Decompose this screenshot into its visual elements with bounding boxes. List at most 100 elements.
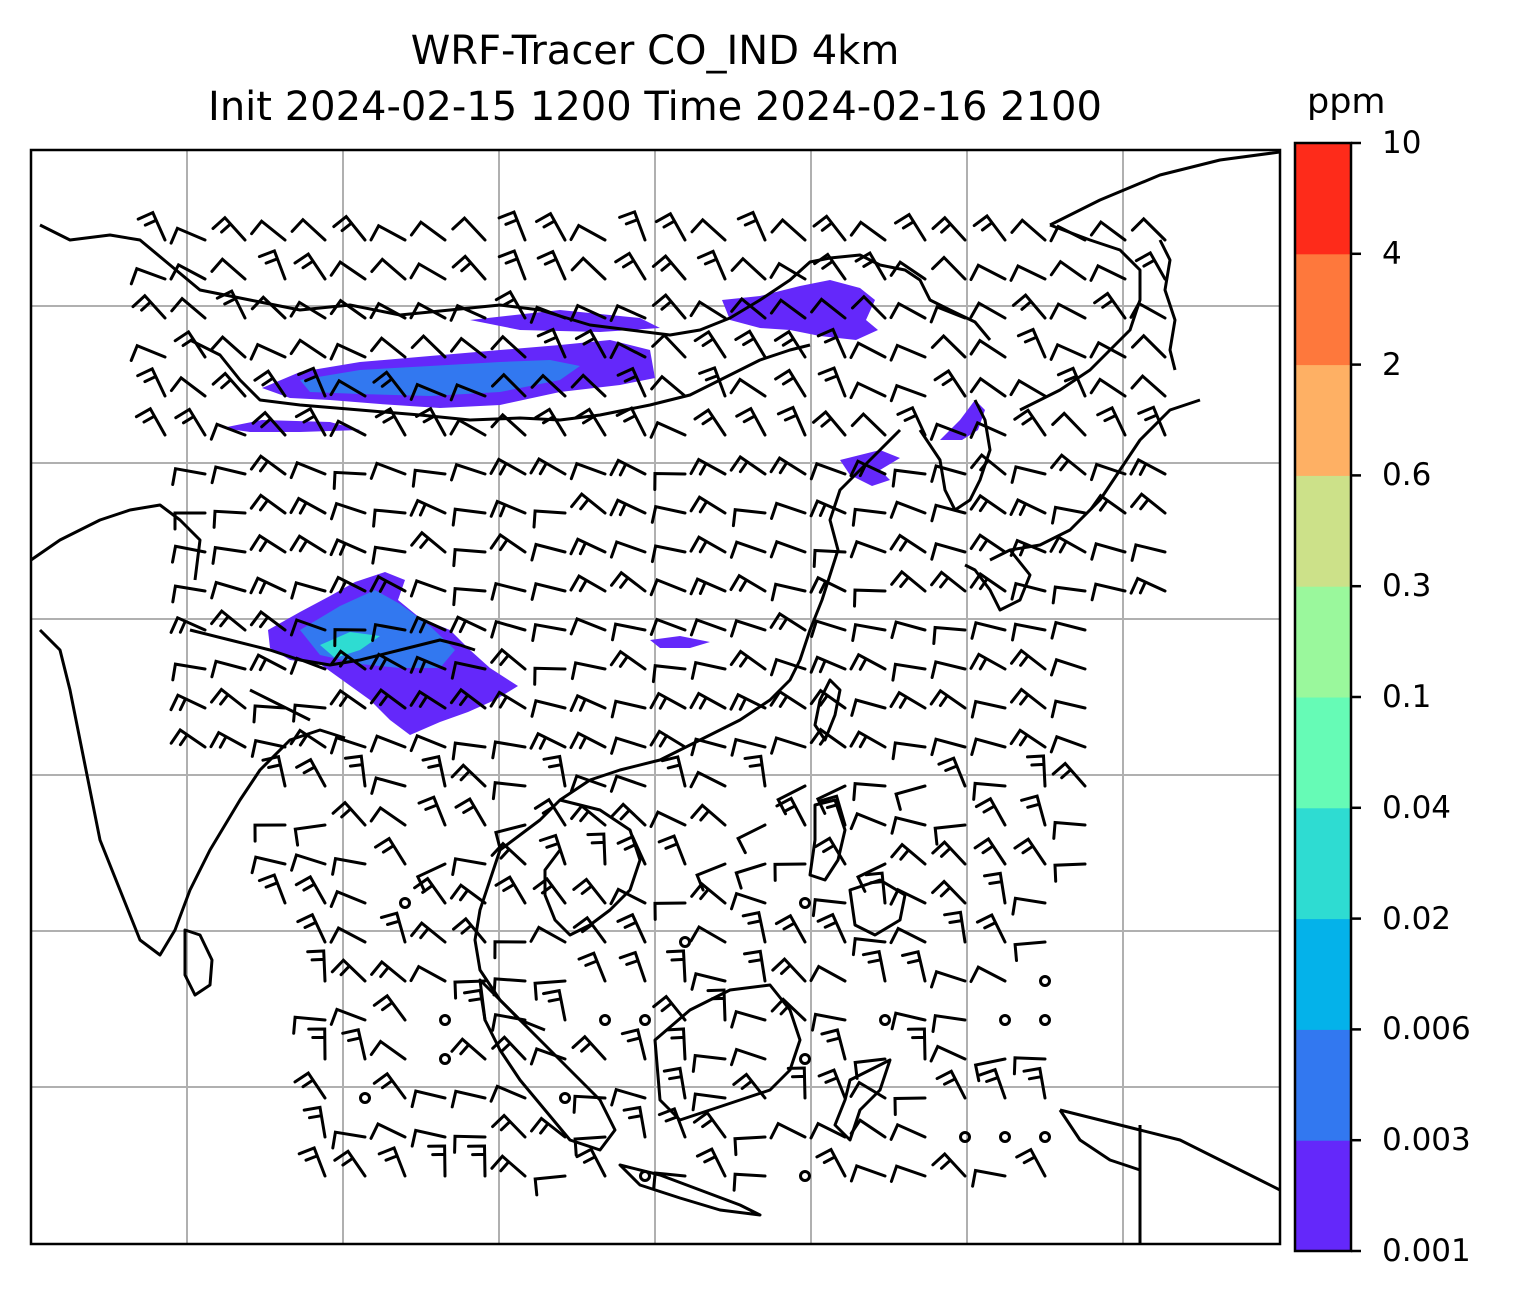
wind-barb (609, 303, 647, 322)
wind-barb (1093, 291, 1127, 320)
wind-barb (690, 803, 727, 827)
wind-barb (809, 499, 847, 518)
wind-barb (971, 1168, 1007, 1188)
wind-barb (660, 755, 687, 788)
wind-barb (289, 460, 327, 480)
wind-barb (1022, 1066, 1047, 1100)
wind-barb (569, 693, 607, 712)
wind-barb (809, 727, 847, 749)
wind-barb (341, 1028, 367, 1061)
wind-barb (734, 329, 767, 359)
colorbar-tick-label: 10 (1382, 125, 1422, 161)
wind-barb (931, 1014, 967, 1033)
wind-barb (409, 578, 447, 598)
wind-barb (535, 211, 567, 242)
wind-barb (937, 756, 967, 788)
wind-barb (370, 776, 407, 795)
wind-barb (569, 537, 607, 556)
wind-barb (529, 1046, 567, 1066)
wind-barb (611, 622, 647, 642)
wind-barb (1010, 581, 1047, 601)
wind-barb (1090, 541, 1127, 561)
wind-barb (1129, 301, 1167, 320)
wind-barb (371, 622, 407, 642)
wind-barb (973, 836, 1007, 866)
wind-barb (651, 664, 687, 684)
wind-calm-marker (359, 1092, 371, 1104)
wind-barb (975, 912, 1007, 944)
wind-barb (652, 994, 687, 1022)
wind-barb (452, 547, 487, 568)
wind-barb (769, 298, 807, 320)
wind-barb (1130, 373, 1167, 398)
wind-barb (211, 545, 247, 565)
wind-barb (170, 296, 207, 320)
wind-barb (293, 1071, 327, 1100)
wind-barb (650, 374, 687, 398)
wind-barb (729, 454, 767, 476)
wind-barb (849, 652, 887, 671)
wind-barb (210, 608, 247, 632)
wind-barb (261, 754, 287, 788)
wind-barb (901, 949, 927, 983)
colorbar-segment (1295, 807, 1351, 920)
wind-barb (570, 491, 607, 515)
wind-barb (929, 1044, 967, 1063)
wind-barb (610, 699, 647, 719)
wind-barb (450, 1089, 487, 1109)
wind-barb (570, 661, 607, 681)
plume-manchuria (722, 280, 878, 340)
wind-barb (451, 507, 487, 527)
wind-barb (889, 887, 927, 906)
wind-barb (1009, 497, 1047, 516)
wind-barb (533, 666, 567, 686)
wind-barb (171, 662, 207, 682)
map-border (29, 148, 1282, 1246)
wind-barb (289, 300, 327, 320)
colorbar-segment (1295, 697, 1351, 809)
wind-barb (531, 622, 567, 642)
wind-barb (329, 419, 367, 437)
wind-barb (809, 461, 847, 481)
wind-barb (891, 741, 927, 761)
wind-barb (490, 841, 527, 866)
wind-barb (489, 1084, 527, 1103)
wind-barb (492, 977, 527, 997)
wind-barb (736, 823, 767, 855)
wind-barb (849, 459, 887, 478)
wind-barb (570, 256, 607, 281)
wind-barb (889, 383, 927, 403)
wind-barb (370, 336, 407, 359)
wind-barb (851, 507, 887, 527)
wind-barb (650, 544, 687, 564)
wind-barb (809, 964, 847, 983)
wind-barb (1049, 259, 1087, 281)
wind-barb (250, 219, 287, 242)
wind-calm-marker (1039, 1131, 1051, 1143)
wind-barb (1089, 340, 1127, 359)
wind-barb (732, 1172, 767, 1192)
wind-barb (651, 333, 687, 359)
wind-barb (253, 369, 287, 398)
wind-barb (653, 901, 687, 921)
wind-barb (1089, 219, 1127, 242)
wind-barb (1009, 728, 1047, 749)
wind-barb (409, 220, 447, 242)
wind-barb (530, 373, 567, 398)
wind-barb (490, 1154, 527, 1178)
wind-barb (1051, 585, 1087, 605)
wind-barb (290, 580, 327, 600)
wind-barb (853, 588, 887, 608)
wind-barb (372, 993, 407, 1022)
wind-barb (290, 217, 327, 242)
wind-barb (769, 456, 807, 476)
wind-barb (292, 703, 327, 723)
wind-barb (730, 256, 767, 281)
wind-barb (489, 499, 527, 518)
wind-barb (1090, 462, 1127, 482)
wind-barb (819, 794, 847, 827)
wind-barb (493, 940, 527, 960)
wind-barb (329, 260, 367, 281)
wind-barb (329, 298, 367, 320)
wind-barb (864, 871, 887, 905)
